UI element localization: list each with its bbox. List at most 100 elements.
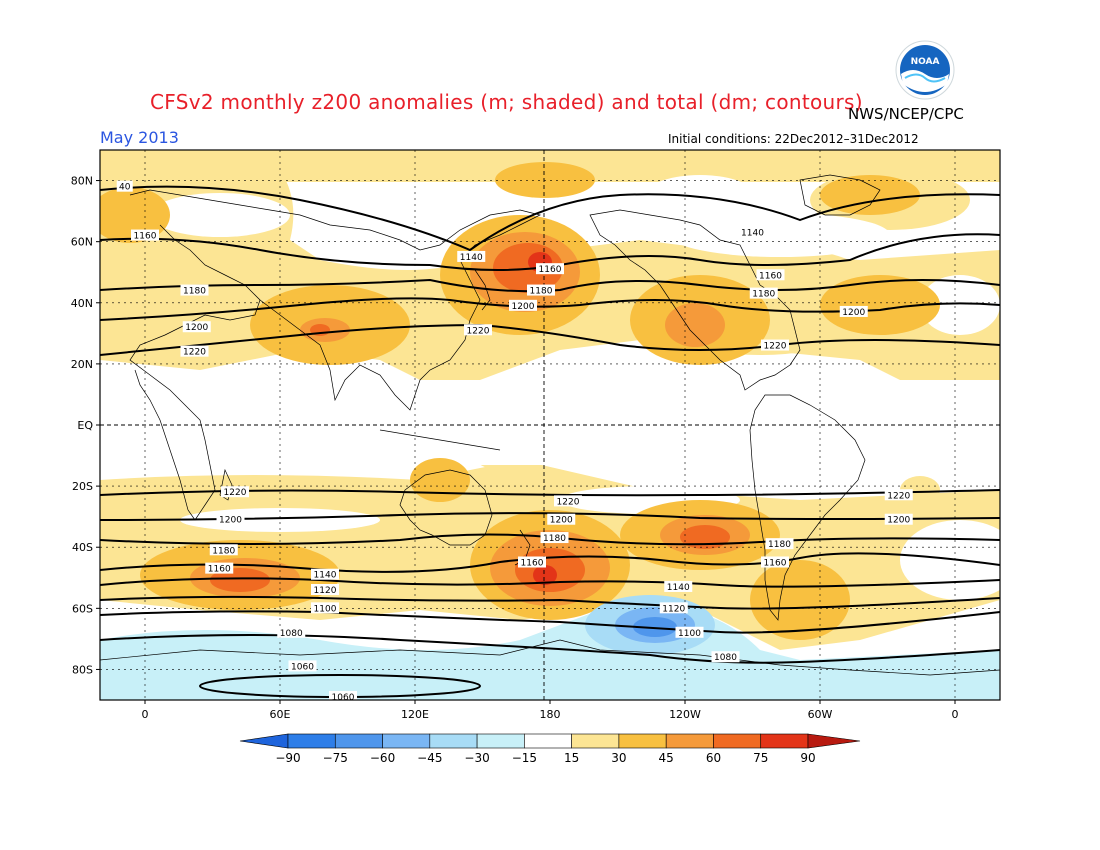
contour-label: 1160 [131,229,159,242]
colorbar-label: −90 [275,751,300,765]
contour-label-text: 40 [119,183,131,193]
contour-label-bg [311,568,339,580]
contour-label-text: 1220 [887,491,910,501]
colorbar-label: 45 [659,751,674,765]
contour-label-text: 1200 [887,516,910,526]
contour-label-text: 1200 [219,516,242,526]
colorbar-swatch [524,733,572,749]
contour-label-bg [518,556,546,568]
contour-label: 1200 [216,513,245,526]
coast-indonesia [379,429,501,451]
contour-label-text: 1060 [291,662,314,672]
contour-1200-nh [100,297,1000,321]
colorbar-label: −45 [417,751,442,765]
colorbar-min-arrow [239,733,289,749]
anomaly-neutral [100,175,1000,600]
contour-label-text: 1060 [332,693,355,703]
contour-label: 1080 [277,626,306,639]
contour-label-text: 1160 [208,565,231,575]
contour-label: 1180 [749,287,778,300]
lat-label: 60N [71,236,93,249]
contour-label-text: 1180 [752,290,775,300]
contour-label: 1100 [675,626,704,639]
contour-label-bg [884,489,913,501]
contour-label-text: 1220 [764,342,787,352]
contour-label: 1220 [180,345,209,358]
lat-label: 60S [72,602,93,615]
contour-label: 1200 [839,305,868,318]
lon-label: 60W [808,708,833,721]
contour-label-text: 1220 [467,326,490,336]
map-title: CFSv2 monthly z200 anomalies (m; shaded)… [150,90,863,114]
contour-label-text: 1120 [662,604,685,614]
contour-label: 1200 [547,513,576,526]
coast-australia [399,469,493,546]
contour-label: 1200 [509,299,537,312]
contour-1200-sh [100,512,1000,521]
contour-label-bg [765,538,794,550]
colorbar-swatch [476,733,525,749]
colorbar-label: −15 [512,751,537,765]
contour-label-bg [884,513,913,525]
contour-1140-nh [100,185,1000,252]
contour-label-bg [675,626,704,638]
colorbar-swatch [665,733,714,749]
contour-label-text: 1140 [741,229,764,239]
contour-label-text: 1220 [183,348,206,358]
lat-label: EQ [77,419,93,432]
logo-wave-accent [904,73,946,83]
contour-label-bg [659,602,688,614]
contour-label-text: 1160 [134,232,157,242]
contour-label-text: 1220 [224,488,247,498]
contour-label: 1160 [205,562,234,575]
colorbar-swatch [760,733,809,749]
colorbar-label: 90 [800,751,815,765]
contour-1220-nh [100,323,1000,356]
contour-label: 1160 [756,269,785,281]
contour-label-bg [711,651,740,663]
contour-label-bg [738,226,767,238]
colorbar-swatch [429,733,478,749]
gridlines [100,150,1000,700]
contour-label: 1140 [738,226,767,239]
contour-label-text: 1100 [678,629,701,639]
contour-label-bg [221,486,249,498]
contour-label-bg [509,299,537,311]
contour-label-bg [329,690,357,702]
colorbar-swatch [713,733,762,749]
colorbar-swatch [334,733,383,749]
contour-label-text: 1220 [557,497,580,507]
contour-label-text: 1180 [530,287,553,297]
contour-label: 1220 [221,486,249,498]
contour-label-bg [464,324,492,336]
colorbar-label: −30 [464,751,489,765]
coast-africa-europe [129,224,261,521]
contour-label: 1120 [659,602,688,614]
contour-label-bg [536,263,564,275]
contour-label-text: 1180 [768,540,791,550]
anomaly-negative-15 [100,605,1000,700]
contour-label-text: 1160 [764,559,787,569]
lat-label: 40N [71,297,93,310]
contour-label-bg [749,287,778,299]
contour-label-bg [182,321,211,333]
lon-label: 120E [401,708,429,721]
lat-label: 20S [72,480,93,493]
contour-label-bg [547,513,576,525]
contour-label: 1160 [518,556,546,569]
contour-label-bg [216,513,245,525]
contour-label-bg [288,660,317,672]
contour-label-text: 1140 [314,571,337,581]
contour-label-bg [527,284,555,296]
forecast-period: May 2013 [100,128,179,147]
contour-label-text: 1100 [314,604,337,614]
contour-1100-sh [100,610,1000,634]
contour-label-bg [180,284,209,296]
contour-1220-sh [100,489,1000,497]
contour-label-text: 1080 [714,653,737,663]
contour-label-bg [131,229,159,241]
contour-label: 1180 [540,532,569,544]
contour-label-text: 1160 [539,265,562,275]
lat-label: 80N [71,175,93,188]
